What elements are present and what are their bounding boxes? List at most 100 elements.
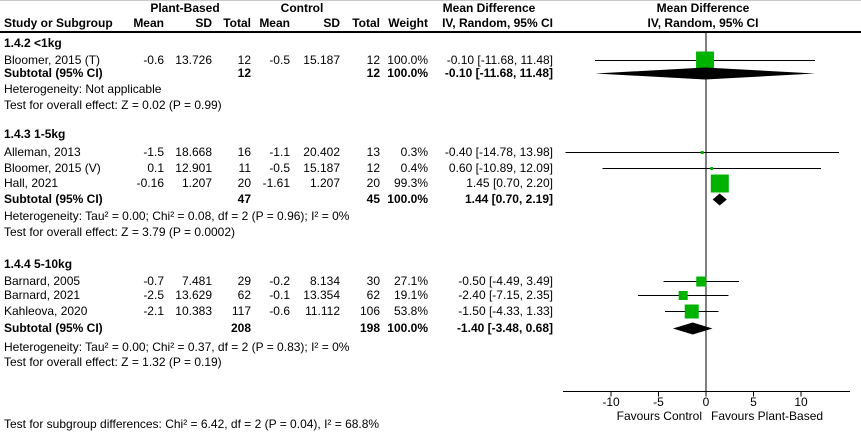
x-tick-label: -10 [602,395,620,409]
ci-text-cell: -0.10 [-11.68, 11.48] [446,53,553,67]
study-name: Hall, 2021 [4,176,59,190]
x-tick-label: 10 [794,395,808,409]
mean2-cell: -0.5 [269,161,290,175]
study-row: Kahleova, 2020 -2.1 10.383 117 -0.6 11.1… [0,304,861,319]
total1-cell: 11 [238,161,251,175]
subtotal-ci-text-cell: -1.40 [-3.48, 0.68] [456,321,553,335]
heterogeneity-text: Heterogeneity: Not applicable [4,82,162,96]
study-row: Alleman, 2013 -1.5 18.668 16 -1.1 20.402… [0,145,861,160]
sd2-cell: 8.134 [309,274,340,288]
weight-cell: 0.4% [400,161,428,175]
subtotal-total2-cell: 45 [366,192,380,206]
overall-effect-text: Test for overall effect: Z = 1.32 (P = 0… [4,355,222,369]
ci-text-cell: -1.50 [-4.33, 1.33] [458,304,553,318]
sd2-cell: 20.402 [303,145,340,159]
subtotal-total1-cell: 47 [237,192,251,206]
ci-text-cell: -0.50 [-4.49, 3.49] [458,274,553,288]
heterogeneity-note: Heterogeneity: Tau² = 0.00; Chi² = 0.08,… [0,209,861,224]
study-row: Barnard, 2021 -2.5 13.629 62 -0.1 13.354… [0,288,861,303]
overall-effect-note: Test for overall effect: Z = 3.79 (P = 0… [0,225,861,240]
study-name: Kahleova, 2020 [4,304,88,318]
study-name: Bloomer, 2015 (T) [4,53,101,67]
mean2-column-header: Mean [259,16,290,30]
mean2-cell: -1.1 [269,145,290,159]
mean1-cell: 0.1 [147,161,164,175]
sd2-cell: 11.112 [305,304,340,318]
subtotal-weight-cell: 100.0% [387,66,428,80]
subtotal-row: Subtotal (95% CI) 12 12 100.0% -0.10 [-1… [0,66,861,81]
md-method-plot-header: IV, Random, 95% CI [647,16,759,30]
weight-cell: 100.0% [387,53,428,67]
total1-column-header: Total [223,16,251,30]
mean1-cell: -0.6 [143,53,164,67]
subtotal-diamond [712,193,727,206]
subtotal-weight-cell: 100.0% [387,192,428,206]
subtotal-ci-text-cell: -0.10 [-11.68, 11.48] [444,66,553,80]
total2-cell: 20 [366,176,380,190]
subtotal-weight-cell: 100.0% [387,321,428,335]
subgroup-difference-note: Test for subgroup differences: Chi² = 6.… [0,417,861,432]
heterogeneity-text: Heterogeneity: Tau² = 0.00; Chi² = 0.37,… [4,340,350,354]
total1-cell: 117 [231,304,251,318]
md-plot-column-title: Mean Difference [656,1,750,15]
weight-cell: 19.1% [393,288,428,302]
subgroup-title: 1.4.3 1-5kg [0,127,861,142]
subgroup-title-label: 1.4.2 <1kg [4,36,62,50]
sd2-cell: 1.207 [309,176,340,190]
study-row: Hall, 2021 -0.16 1.207 20 -1.61 1.207 20… [0,176,861,191]
ci-text-cell: -0.40 [-14.78, 13.98] [444,145,553,159]
heterogeneity-note: Heterogeneity: Tau² = 0.00; Chi² = 0.37,… [0,340,861,355]
group2-header: Control [280,1,324,15]
study-row: Bloomer, 2015 (V) 0.1 12.901 11 -0.5 15.… [0,161,861,176]
subgroup-difference-text: Test for subgroup differences: Chi² = 6.… [4,417,380,431]
effect-square [700,151,704,154]
sd1-cell: 12.901 [175,161,212,175]
subtotal-total2-cell: 12 [366,66,380,80]
header-columns-row: Study or Subgroup Mean SD Total Mean SD … [0,16,861,31]
subgroup-title-label: 1.4.4 5-10kg [4,257,73,271]
sd2-cell: 15.187 [303,161,340,175]
effect-square [684,304,699,319]
heterogeneity-note: Heterogeneity: Not applicable [0,82,861,97]
weight-cell: 0.3% [400,145,428,159]
md-method-text-header: IV, Random, 95% CI [442,16,553,30]
study-name: Barnard, 2021 [4,288,81,302]
subtotal-label: Subtotal (95% CI) [4,321,103,335]
subgroup-title: 1.4.2 <1kg [0,36,861,51]
total1-cell: 16 [237,145,251,159]
sd2-cell: 13.354 [303,288,340,302]
mean2-cell: -0.2 [269,274,290,288]
overall-effect-text: Test for overall effect: Z = 0.02 (P = 0… [4,98,222,112]
mean1-cell: -2.1 [143,304,164,318]
subtotal-total1-cell: 12 [237,66,251,80]
sd2-column-header: SD [323,16,340,30]
subtotal-label: Subtotal (95% CI) [4,192,103,206]
sd1-cell: 7.481 [181,274,212,288]
sd1-cell: 1.207 [181,176,212,190]
x-tick-label: -5 [653,395,664,409]
total2-column-header: Total [352,16,380,30]
subtotal-label: Subtotal (95% CI) [4,66,103,80]
subtotal-total1-cell: 208 [230,321,251,335]
mean2-cell: -1.61 [262,176,290,190]
overall-effect-text: Test for overall effect: Z = 3.79 (P = 0… [4,225,236,239]
total1-cell: 20 [237,176,251,190]
sd1-cell: 13.629 [175,288,212,302]
top-border-line [0,0,861,1]
header-group-row: Plant-Based Control Mean Difference Mean… [0,1,861,16]
total1-cell: 29 [237,274,251,288]
ci-text-cell: 1.45 [0.70, 2.20] [466,176,553,190]
total2-cell: 12 [366,161,380,175]
heterogeneity-text: Heterogeneity: Tau² = 0.00; Chi² = 0.08,… [4,209,350,223]
effect-square [696,276,707,287]
effect-square [696,51,715,70]
mean2-cell: -0.6 [269,304,290,318]
study-name: Barnard, 2005 [4,274,81,288]
subtotal-diamond [672,322,713,335]
subtotal-total2-cell: 198 [359,321,380,335]
total2-cell: 13 [366,145,380,159]
effect-square [710,167,714,170]
mean1-cell: -1.5 [143,145,164,159]
